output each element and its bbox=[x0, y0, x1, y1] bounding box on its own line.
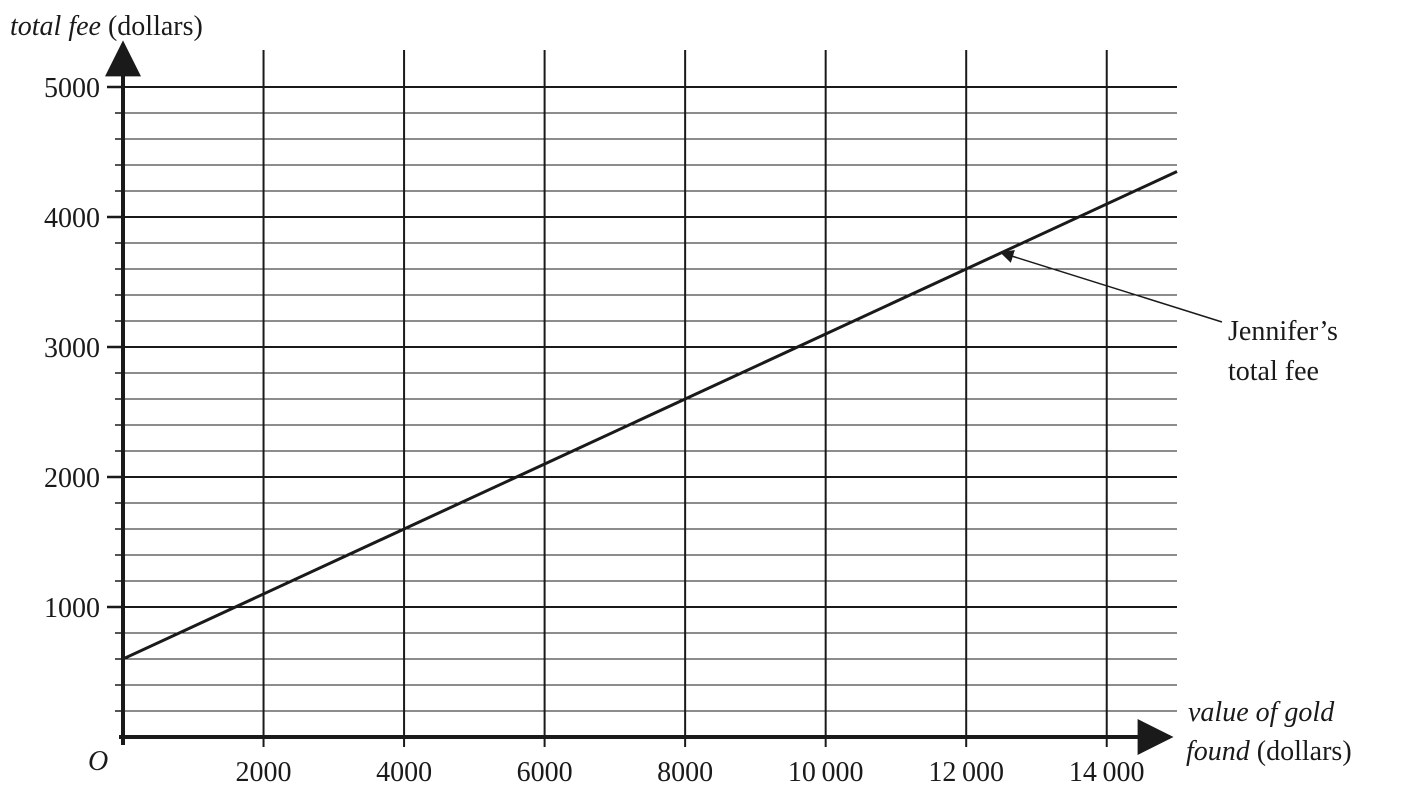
x-tick-label: 14 000 bbox=[1069, 757, 1145, 788]
y-tick-label: 4000 bbox=[44, 203, 100, 234]
y-axis-label-italic: total fee bbox=[10, 11, 101, 42]
x-tick-label: 10 000 bbox=[788, 757, 864, 788]
x-tick-label: 6000 bbox=[517, 757, 573, 788]
x-axis-label-line1: value of gold bbox=[1188, 697, 1335, 728]
x-axis-label-line2-italic: found bbox=[1186, 736, 1251, 767]
axes bbox=[105, 40, 1174, 755]
x-tick-label: 4000 bbox=[376, 757, 432, 788]
annotation-leader bbox=[1000, 249, 1223, 323]
y-axis-label-plain: (dollars) bbox=[101, 11, 203, 42]
series bbox=[122, 170, 1223, 661]
labels: total fee (dollars) value of gold found … bbox=[10, 11, 1352, 788]
y-axis-label: total fee (dollars) bbox=[10, 11, 203, 42]
y-tick-label: 3000 bbox=[44, 333, 100, 364]
y-tick-label: 1000 bbox=[44, 593, 100, 624]
x-axis-label-line2-plain: (dollars) bbox=[1250, 736, 1352, 767]
series-line bbox=[122, 170, 1178, 661]
annotation-line2: total fee bbox=[1228, 356, 1319, 387]
annotation-line1: Jennifer’s bbox=[1228, 316, 1338, 347]
y-tick-label: 5000 bbox=[44, 73, 100, 104]
x-tick-label: 8000 bbox=[657, 757, 713, 788]
y-tick-label: 2000 bbox=[44, 463, 100, 494]
x-tick-label: 2000 bbox=[236, 757, 292, 788]
x-tick-label: 12 000 bbox=[928, 757, 1004, 788]
x-axis-label-line2: found (dollars) bbox=[1186, 736, 1352, 767]
origin-label: O bbox=[88, 746, 108, 777]
grid bbox=[123, 50, 1177, 737]
